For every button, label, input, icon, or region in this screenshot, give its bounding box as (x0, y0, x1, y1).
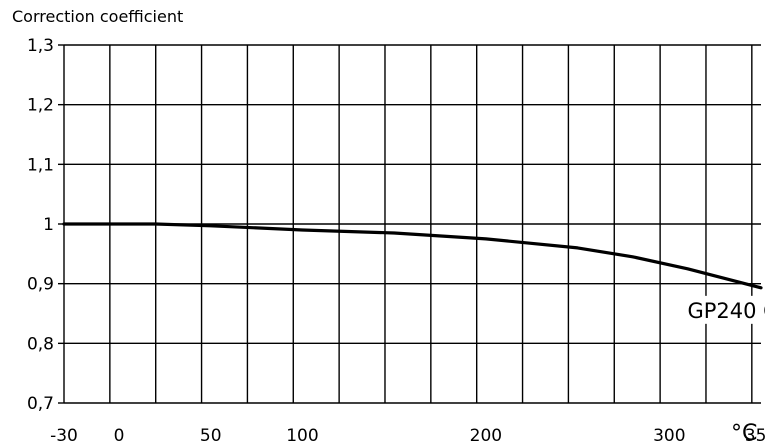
y-tick-label: 1 (43, 215, 54, 235)
y-tick-label: 0,8 (27, 334, 54, 354)
y-tick-label: 0,9 (27, 275, 54, 295)
series-label: GP240 GH+N (687, 299, 765, 323)
y-tick-label: 1,1 (27, 155, 54, 175)
series-label-background (683, 295, 765, 324)
x-tick-label: 100 (286, 426, 318, 446)
y-tick-label: 1,2 (27, 96, 54, 116)
y-tick-labels: 0,7 0,8 0,9 1 1,1 1,2 1,3 (27, 36, 54, 414)
x-tick-label: 350 (745, 426, 765, 446)
grid (58, 44, 761, 404)
series-line (62, 222, 763, 290)
y-axis-label: Correction coefficient (12, 7, 183, 26)
x-tick-label: 300 (653, 426, 685, 446)
x-tick-labels: -30 0 50 100 200 300 350 (50, 426, 765, 446)
series-layer: GP240 GH+N (62, 222, 765, 324)
y-tick-label: 1,3 (27, 36, 54, 56)
x-tick-label: -30 (50, 426, 78, 446)
x-tick-label: 50 (200, 426, 222, 446)
x-axis-unit-label: °C (731, 421, 757, 446)
y-tick-label: 0,7 (27, 394, 54, 414)
x-tick-label: 0 (114, 426, 125, 446)
x-tick-label: 200 (470, 426, 502, 446)
